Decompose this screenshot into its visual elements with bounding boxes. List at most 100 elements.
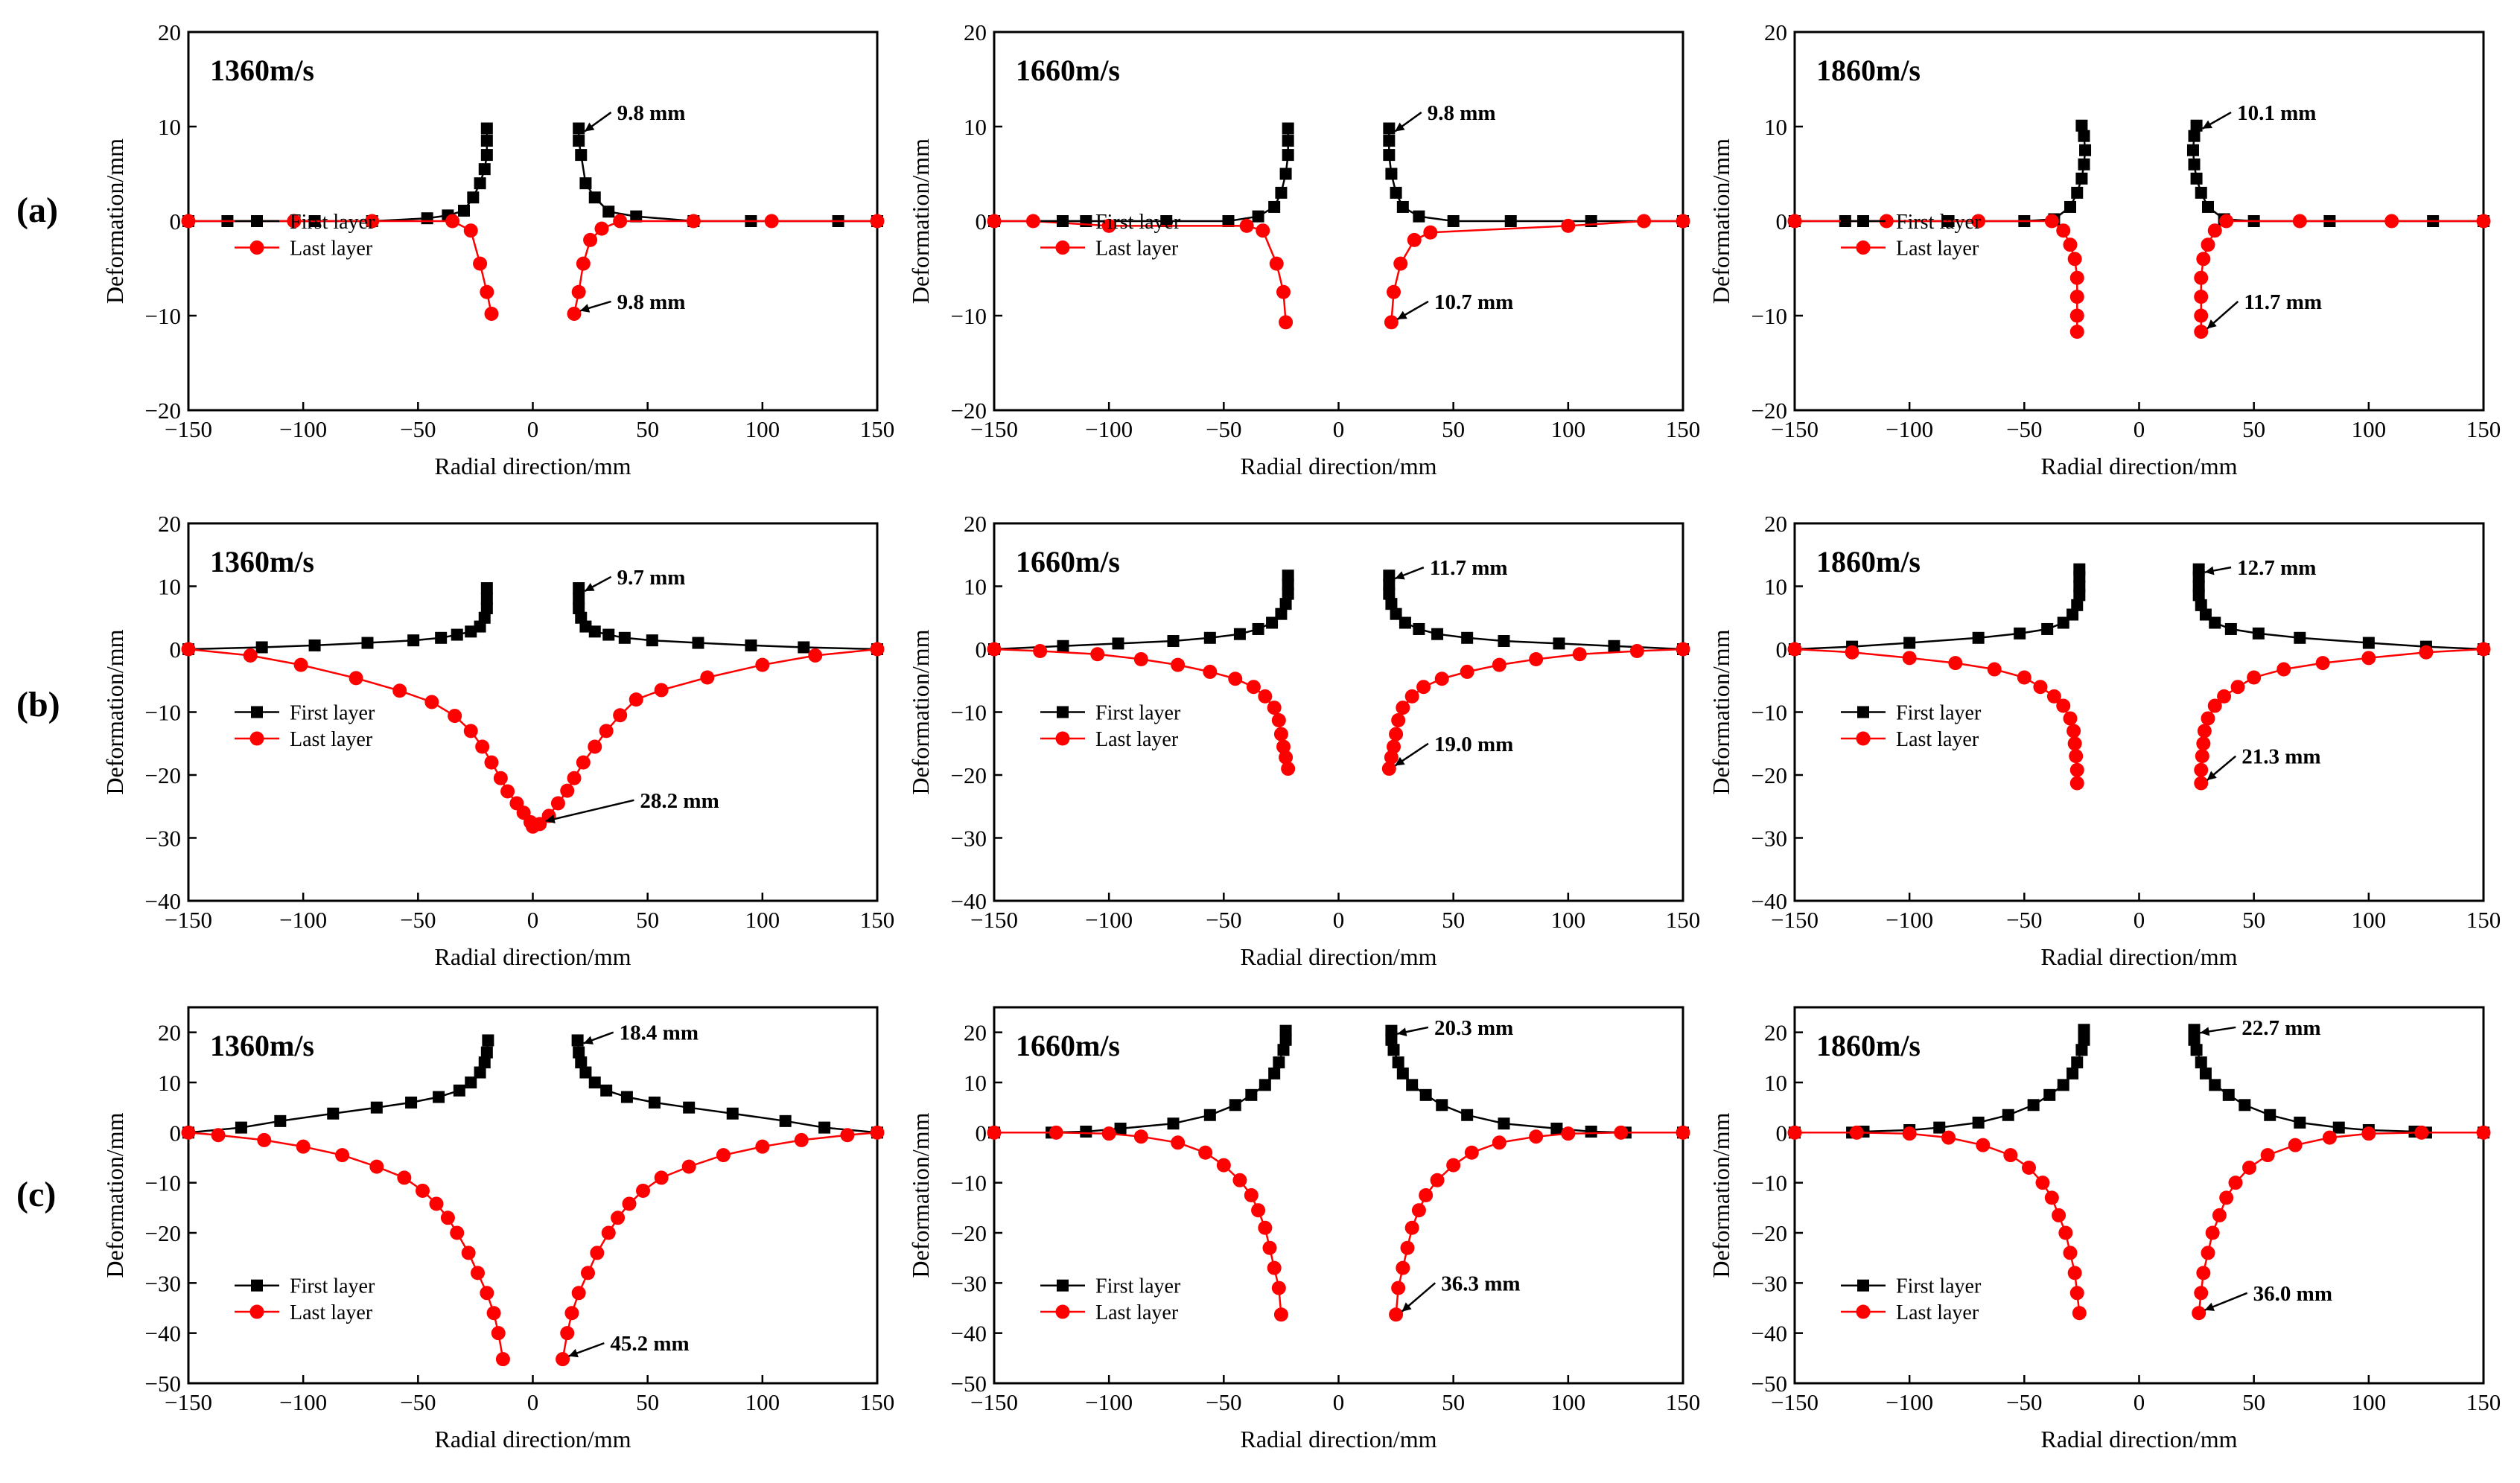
x-tick-label: 150 bbox=[1666, 1389, 1701, 1415]
data-point bbox=[1246, 680, 1261, 695]
data-point bbox=[576, 755, 591, 770]
data-point bbox=[2264, 1109, 2276, 1121]
annotation-label: 45.2 mm bbox=[610, 1332, 689, 1356]
data-point bbox=[1498, 1117, 1510, 1130]
data-point bbox=[1903, 637, 1916, 649]
data-point bbox=[1282, 149, 1294, 162]
y-tick-label: 20 bbox=[1764, 19, 1787, 45]
legend-marker bbox=[1055, 240, 1070, 255]
data-point bbox=[1396, 1260, 1410, 1275]
data-point bbox=[2071, 186, 2084, 199]
data-point bbox=[327, 1107, 340, 1120]
series-last-layer bbox=[1787, 1125, 2491, 1321]
data-point bbox=[2195, 599, 2207, 611]
data-point bbox=[2209, 1079, 2221, 1091]
data-point bbox=[779, 1114, 792, 1127]
x-tick-label: −100 bbox=[279, 907, 327, 933]
row-label-b: (b) bbox=[16, 685, 60, 724]
data-point bbox=[1614, 1125, 1629, 1140]
data-point bbox=[1282, 122, 1294, 135]
data-point bbox=[2294, 631, 2306, 644]
data-point bbox=[576, 256, 591, 271]
data-point bbox=[1258, 1220, 1273, 1235]
x-tick-label: −150 bbox=[1771, 416, 1819, 442]
data-point bbox=[1396, 701, 1410, 715]
data-point bbox=[2476, 214, 2491, 229]
series-line-right bbox=[2200, 220, 2484, 332]
annotation-label: 36.0 mm bbox=[2253, 1282, 2332, 1306]
data-point bbox=[491, 1326, 506, 1341]
x-tick-label: −150 bbox=[1771, 1389, 1819, 1415]
y-tick-label: 20 bbox=[964, 511, 987, 537]
series-line-right bbox=[2192, 125, 2484, 223]
data-point bbox=[2222, 1088, 2235, 1101]
legend-marker bbox=[251, 1279, 263, 1292]
data-point bbox=[1879, 214, 1894, 229]
data-point bbox=[2069, 762, 2084, 777]
y-tick-label: −10 bbox=[145, 700, 181, 726]
data-point bbox=[2002, 1109, 2014, 1121]
data-point bbox=[1268, 1067, 1281, 1079]
data-point bbox=[573, 1046, 585, 1059]
data-point bbox=[1387, 1044, 1400, 1056]
plot-frame bbox=[993, 1006, 1684, 1385]
data-point bbox=[1229, 1099, 1241, 1112]
data-point bbox=[681, 1159, 696, 1174]
data-point bbox=[1239, 218, 1254, 233]
data-point bbox=[2224, 622, 2237, 635]
data-point bbox=[1252, 622, 1264, 635]
data-point bbox=[235, 1121, 247, 1134]
row-label-c: (c) bbox=[16, 1175, 56, 1214]
x-tick-label: −100 bbox=[279, 416, 327, 442]
data-point bbox=[1269, 256, 1284, 271]
data-point bbox=[365, 214, 380, 229]
data-point bbox=[2033, 680, 2048, 695]
data-point bbox=[2217, 689, 2232, 704]
data-point bbox=[764, 214, 779, 229]
data-point bbox=[2069, 290, 2084, 304]
x-tick-label: −150 bbox=[165, 907, 212, 933]
data-point bbox=[1384, 315, 1399, 330]
arrowhead-icon bbox=[1397, 310, 1407, 319]
series-line-right bbox=[577, 128, 877, 223]
x-tick-label: 100 bbox=[745, 416, 780, 442]
data-point bbox=[1387, 284, 1401, 299]
data-point bbox=[2075, 1044, 2088, 1056]
x-tick-label: 50 bbox=[2242, 1389, 2265, 1415]
x-tick-label: −50 bbox=[2006, 416, 2042, 442]
x-tick-label: −50 bbox=[1206, 907, 1241, 933]
data-point bbox=[987, 1125, 1002, 1140]
annotation-label: 12.7 mm bbox=[2237, 556, 2316, 580]
y-tick-label: 20 bbox=[158, 1020, 181, 1046]
legend-entry: First layer bbox=[1841, 1275, 1982, 1298]
data-point bbox=[1629, 644, 1644, 659]
x-tick-label: −100 bbox=[1085, 416, 1133, 442]
y-tick-label: −20 bbox=[145, 1220, 181, 1246]
legend-entry: Last layer bbox=[1040, 728, 1179, 751]
legend-label: First layer bbox=[1896, 702, 1982, 725]
data-point bbox=[2209, 616, 2221, 629]
data-point bbox=[2069, 1286, 2084, 1301]
series-line-left bbox=[994, 220, 1287, 322]
legend-label: Last layer bbox=[1095, 237, 1179, 261]
data-point bbox=[1101, 1126, 1116, 1141]
data-point bbox=[1383, 578, 1396, 590]
data-point bbox=[181, 642, 196, 657]
data-point bbox=[1267, 1260, 1282, 1275]
data-point bbox=[2192, 589, 2205, 602]
data-point bbox=[349, 671, 363, 686]
y-axis-title: Deformation/mm bbox=[1708, 1112, 1734, 1278]
data-point bbox=[600, 1084, 613, 1097]
data-point bbox=[255, 641, 268, 654]
data-point bbox=[1561, 218, 1576, 233]
data-point bbox=[1585, 1125, 1597, 1138]
data-point bbox=[611, 1211, 626, 1225]
y-tick-label: −10 bbox=[145, 303, 181, 329]
y-tick-label: −40 bbox=[1751, 1321, 1787, 1347]
data-point bbox=[2014, 627, 2026, 640]
data-point bbox=[2288, 1138, 2303, 1152]
y-tick-label: 20 bbox=[964, 19, 987, 45]
y-axis-title: Deformation/mm bbox=[907, 138, 934, 304]
data-point bbox=[573, 582, 585, 595]
